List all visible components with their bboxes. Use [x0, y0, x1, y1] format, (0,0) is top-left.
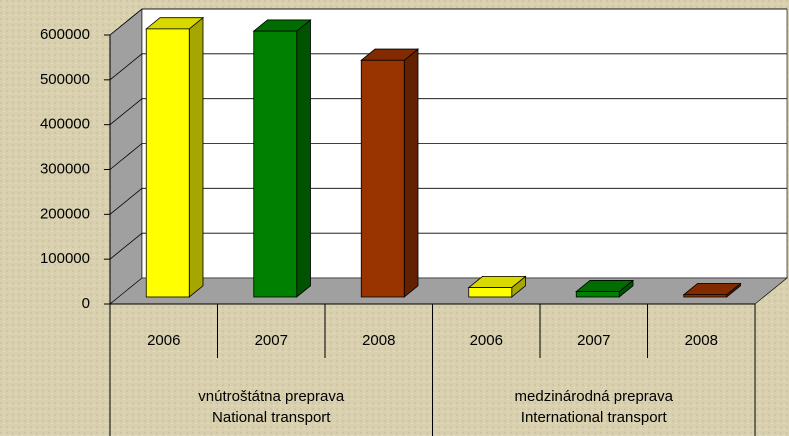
- bar: [253, 30, 298, 298]
- bar-side: [403, 48, 419, 298]
- y-tick-label: 300000: [40, 160, 90, 177]
- y-tick-label: 200000: [40, 205, 90, 222]
- group-label: vnútroštátna preprava: [198, 388, 345, 405]
- grid-line: [109, 188, 143, 215]
- bar-side: [296, 19, 311, 298]
- bar: [683, 294, 728, 298]
- grid-line: [109, 98, 143, 125]
- bar: [468, 287, 513, 298]
- group-label: National transport: [212, 409, 331, 426]
- bar: [575, 291, 620, 298]
- x-tick-label: 2008: [685, 332, 718, 349]
- x-tick-label: 2006: [147, 332, 180, 349]
- grid-line: [109, 143, 143, 170]
- y-tick-label: 0: [82, 295, 90, 312]
- y-tick-label: 600000: [40, 26, 90, 43]
- bar: [145, 28, 190, 298]
- group-label: International transport: [521, 409, 668, 426]
- bar: [360, 59, 405, 298]
- x-tick-label: 2008: [362, 332, 395, 349]
- bar-side: [188, 16, 204, 298]
- grid-line: [109, 53, 143, 81]
- x-tick-label: 2007: [577, 332, 610, 349]
- x-tick-label: 2006: [470, 332, 503, 349]
- y-tick-label: 400000: [40, 116, 90, 133]
- x-tick-label: 2007: [255, 332, 288, 349]
- floor: [109, 277, 788, 305]
- group-label: medzinárodná preprava: [515, 388, 674, 405]
- grid-line: [109, 8, 143, 36]
- y-tick-label: 100000: [40, 250, 90, 267]
- grid-line: [109, 232, 143, 260]
- y-tick-label: 500000: [40, 71, 90, 88]
